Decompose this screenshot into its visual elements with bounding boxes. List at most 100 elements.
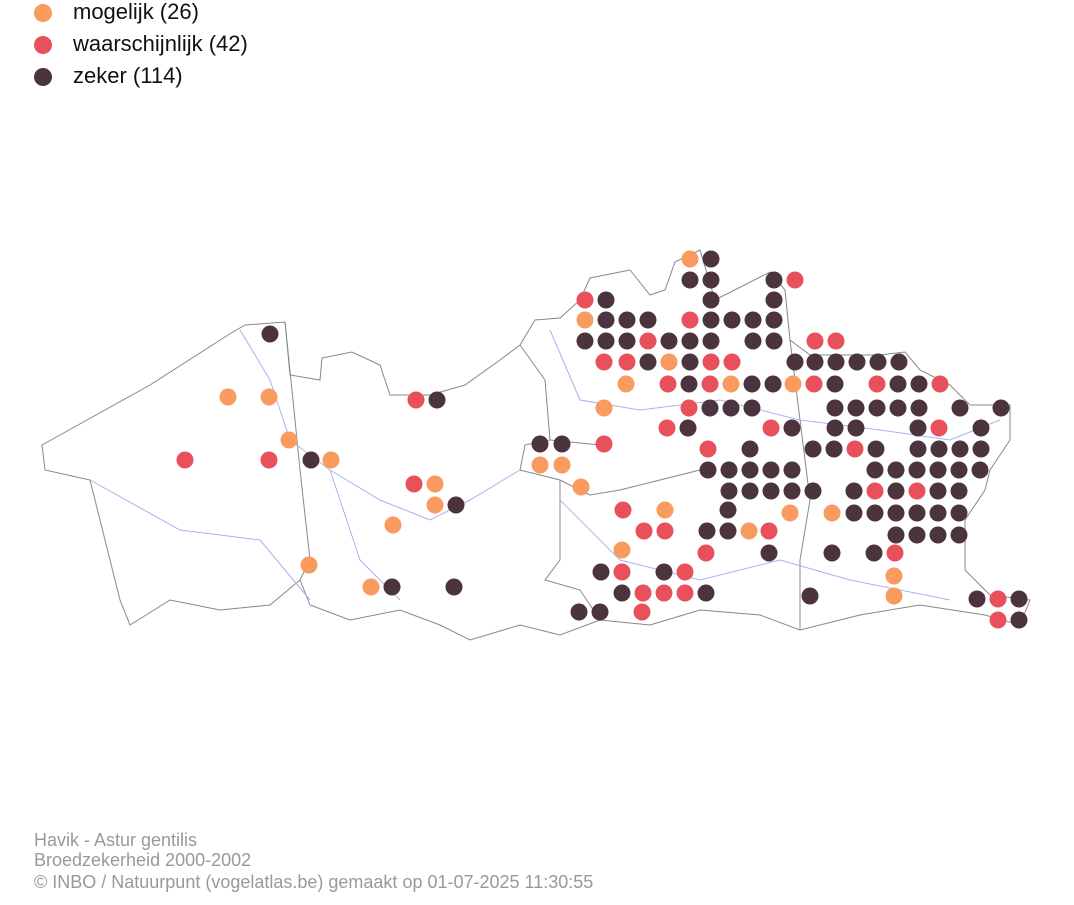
observation-dot bbox=[846, 440, 864, 458]
observation-dot bbox=[760, 522, 778, 540]
observation-dot bbox=[595, 435, 613, 453]
observation-dot bbox=[426, 496, 444, 514]
observation-dot bbox=[765, 311, 783, 329]
observation-dot bbox=[617, 375, 635, 393]
observation-dot bbox=[886, 544, 904, 562]
footer-line: Broedzekerheid 2000-2002 bbox=[34, 850, 251, 870]
observation-dot bbox=[681, 250, 699, 268]
observation-dot bbox=[633, 603, 651, 621]
observation-dot bbox=[762, 482, 780, 500]
observation-dot bbox=[697, 544, 715, 562]
observation-dot bbox=[951, 399, 969, 417]
observation-dot bbox=[676, 584, 694, 602]
observation-dot bbox=[658, 419, 676, 437]
observation-dot bbox=[597, 311, 615, 329]
observation-dot bbox=[867, 440, 885, 458]
observation-dot bbox=[639, 332, 657, 350]
observation-dot bbox=[950, 482, 968, 500]
observation-dot bbox=[826, 375, 844, 393]
observation-dot bbox=[801, 587, 819, 605]
observation-dot bbox=[972, 419, 990, 437]
observation-dot bbox=[786, 353, 804, 371]
observation-dot bbox=[887, 461, 905, 479]
observation-dot bbox=[635, 522, 653, 540]
observation-dot bbox=[681, 311, 699, 329]
observation-dot bbox=[613, 541, 631, 559]
observation-dot bbox=[765, 291, 783, 309]
observation-dot bbox=[989, 611, 1007, 629]
observation-dot bbox=[300, 556, 318, 574]
observation-dot bbox=[699, 461, 717, 479]
observation-dot bbox=[572, 478, 590, 496]
observation-dot bbox=[781, 504, 799, 522]
observation-dot bbox=[930, 440, 948, 458]
observation-dot bbox=[428, 391, 446, 409]
observation-dot bbox=[823, 544, 841, 562]
observation-dot bbox=[702, 291, 720, 309]
observation-dot bbox=[972, 440, 990, 458]
observation-dot bbox=[407, 391, 425, 409]
river bbox=[89, 469, 401, 601]
legend-dot bbox=[34, 4, 52, 22]
observation-dot bbox=[613, 563, 631, 581]
observation-dot bbox=[447, 496, 465, 514]
observation-dot bbox=[908, 482, 926, 500]
observation-dot bbox=[597, 332, 615, 350]
observation-dot bbox=[614, 501, 632, 519]
observation-dot bbox=[885, 567, 903, 585]
observation-dot bbox=[302, 451, 320, 469]
observation-dot bbox=[765, 332, 783, 350]
observation-dot bbox=[804, 440, 822, 458]
observation-dot bbox=[760, 544, 778, 562]
observation-dot bbox=[950, 461, 968, 479]
observation-dot bbox=[680, 399, 698, 417]
observation-dot bbox=[847, 399, 865, 417]
observation-dot bbox=[219, 388, 237, 406]
observation-dot bbox=[909, 440, 927, 458]
observation-dot bbox=[762, 419, 780, 437]
observation-dot bbox=[445, 578, 463, 596]
observation-dot bbox=[968, 590, 986, 608]
observation-dot bbox=[384, 516, 402, 534]
observation-dot bbox=[931, 375, 949, 393]
observation-dot bbox=[656, 501, 674, 519]
observation-dot bbox=[679, 419, 697, 437]
observation-dot bbox=[698, 522, 716, 540]
observation-dot bbox=[613, 584, 631, 602]
observation-dot bbox=[676, 563, 694, 581]
observation-dot bbox=[595, 353, 613, 371]
observation-dot bbox=[426, 475, 444, 493]
observation-dot bbox=[722, 375, 740, 393]
observation-dot bbox=[656, 522, 674, 540]
observation-dot bbox=[929, 461, 947, 479]
legend-label: mogelijk (26) bbox=[73, 0, 199, 24]
observation-dot bbox=[741, 461, 759, 479]
observation-dot bbox=[887, 482, 905, 500]
observation-dot bbox=[762, 461, 780, 479]
observation-dot bbox=[723, 311, 741, 329]
observation-dot bbox=[743, 399, 761, 417]
observation-dot bbox=[699, 440, 717, 458]
observation-dot bbox=[576, 311, 594, 329]
observation-dot bbox=[929, 482, 947, 500]
observation-dot bbox=[1010, 590, 1028, 608]
river bbox=[559, 499, 951, 601]
observation-dot bbox=[784, 375, 802, 393]
observation-dot bbox=[702, 250, 720, 268]
observation-dot bbox=[1010, 611, 1028, 629]
observation-dot bbox=[783, 461, 801, 479]
observation-dot bbox=[260, 451, 278, 469]
observation-dot bbox=[597, 291, 615, 309]
observation-dot bbox=[910, 399, 928, 417]
observation-dot bbox=[889, 399, 907, 417]
observation-dot bbox=[929, 504, 947, 522]
observation-dot bbox=[827, 353, 845, 371]
observation-dot bbox=[930, 419, 948, 437]
observation-dot bbox=[702, 332, 720, 350]
observation-dot bbox=[655, 584, 673, 602]
footer-line: Havik - Astur gentilis bbox=[34, 830, 197, 850]
observation-dot bbox=[950, 504, 968, 522]
observation-dot bbox=[865, 544, 883, 562]
